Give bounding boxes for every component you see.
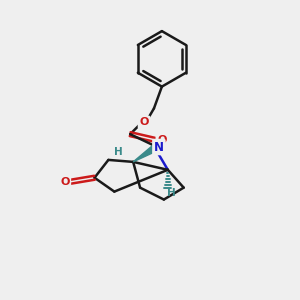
Text: N: N: [154, 140, 164, 154]
Polygon shape: [133, 145, 157, 162]
Text: H: H: [167, 188, 176, 198]
Text: H: H: [114, 147, 123, 157]
Text: O: O: [140, 117, 149, 127]
Text: O: O: [60, 177, 70, 187]
Text: O: O: [157, 135, 167, 145]
